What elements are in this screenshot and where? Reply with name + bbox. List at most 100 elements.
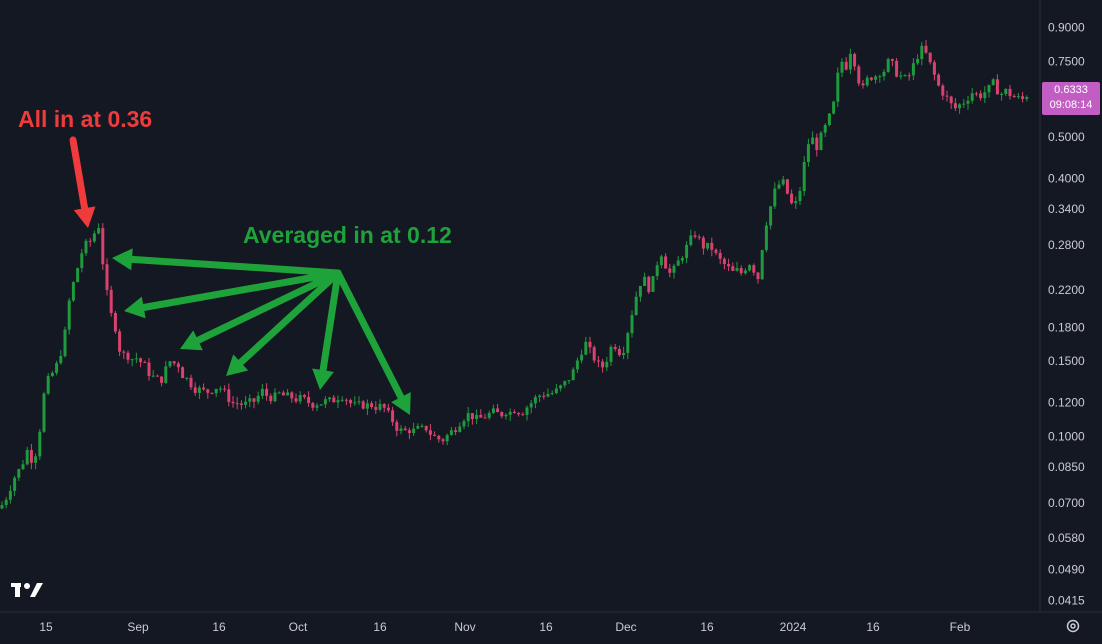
candle [869, 76, 873, 82]
candle [475, 409, 479, 425]
candle [882, 69, 886, 81]
average-annotation-label: Averaged in at 0.12 [243, 222, 452, 248]
candle [987, 84, 991, 98]
candle [701, 235, 705, 255]
tradingview-logo-icon[interactable] [10, 580, 44, 600]
candle [542, 391, 546, 400]
candle [176, 361, 180, 373]
candle [756, 271, 760, 284]
candle [983, 86, 987, 103]
candle [340, 396, 344, 402]
annotation-arrows [69, 136, 411, 415]
candle [924, 39, 928, 54]
candle [798, 186, 802, 205]
candle [357, 396, 361, 406]
candle [790, 189, 794, 205]
candle [403, 426, 407, 431]
candle [88, 237, 92, 247]
candle [189, 374, 193, 391]
candle [559, 384, 563, 392]
candle [567, 380, 571, 385]
candle [580, 349, 584, 364]
candle [386, 403, 390, 413]
average-arrow [319, 269, 342, 374]
candle [609, 344, 613, 367]
candle [210, 392, 214, 395]
y-tick-label: 0.0490 [1048, 563, 1085, 577]
candle [113, 310, 117, 334]
candle [235, 396, 239, 410]
candle [67, 297, 71, 335]
candle [575, 357, 579, 373]
y-tick-label: 0.1000 [1048, 430, 1085, 444]
candle [290, 391, 294, 403]
x-tick-label: 16 [373, 620, 387, 634]
candle [752, 263, 756, 276]
settings-gear-icon[interactable] [1065, 618, 1081, 634]
candle [643, 272, 647, 287]
candle [651, 276, 655, 293]
candle [903, 74, 907, 77]
candle [332, 394, 336, 403]
price-axis[interactable]: 0.90000.75000.60000.50000.40000.34000.28… [1048, 21, 1085, 608]
entry-annotation-label: All in at 0.36 [18, 106, 152, 132]
candle [634, 291, 638, 316]
candle [147, 358, 151, 381]
y-tick-label: 0.0415 [1048, 593, 1085, 607]
candle [479, 409, 483, 418]
time-axis[interactable]: 15 Sep 16 Oct 16 Nov 16 Dec 16 2024 16 Feb [39, 620, 970, 634]
candle [937, 72, 941, 87]
candle [365, 399, 369, 416]
candle [844, 57, 848, 71]
candle [1000, 92, 1004, 101]
candle [958, 103, 962, 114]
candle [760, 249, 764, 281]
candle [160, 376, 164, 387]
candle [680, 255, 684, 264]
candle [773, 182, 777, 210]
candle [101, 223, 105, 270]
candle [420, 423, 424, 428]
candle [197, 385, 201, 400]
average-arrow-head [312, 368, 334, 390]
candle [647, 275, 651, 294]
candle [8, 485, 12, 504]
candle [496, 403, 500, 413]
candle [92, 230, 96, 243]
candle [966, 95, 970, 110]
candle [529, 399, 533, 414]
candle [710, 237, 714, 257]
candle [895, 58, 899, 78]
candle [181, 366, 185, 379]
candle [550, 390, 554, 396]
candle [134, 352, 138, 364]
candle [899, 71, 903, 80]
candle [676, 255, 680, 266]
candle [42, 391, 46, 433]
candle [466, 406, 470, 427]
candle [554, 383, 558, 395]
candle [315, 402, 319, 412]
x-tick-label: Feb [950, 620, 971, 634]
candle [76, 267, 80, 283]
candle [848, 48, 852, 74]
candle [218, 386, 222, 393]
candle [722, 256, 726, 270]
candle [63, 326, 67, 358]
last-price-value: 0.6333 [1054, 84, 1088, 96]
candle [185, 377, 189, 381]
candles-layer [0, 39, 1029, 510]
candle [743, 268, 747, 275]
candle [29, 443, 33, 470]
candle [563, 380, 567, 388]
candle [853, 52, 857, 71]
candle [231, 396, 235, 408]
candle [685, 241, 689, 264]
candle [311, 401, 315, 411]
candle [437, 434, 441, 443]
candle [601, 358, 605, 373]
last-price-tag: 0.6333 09:08:14 [1042, 82, 1100, 115]
candle [449, 427, 453, 436]
